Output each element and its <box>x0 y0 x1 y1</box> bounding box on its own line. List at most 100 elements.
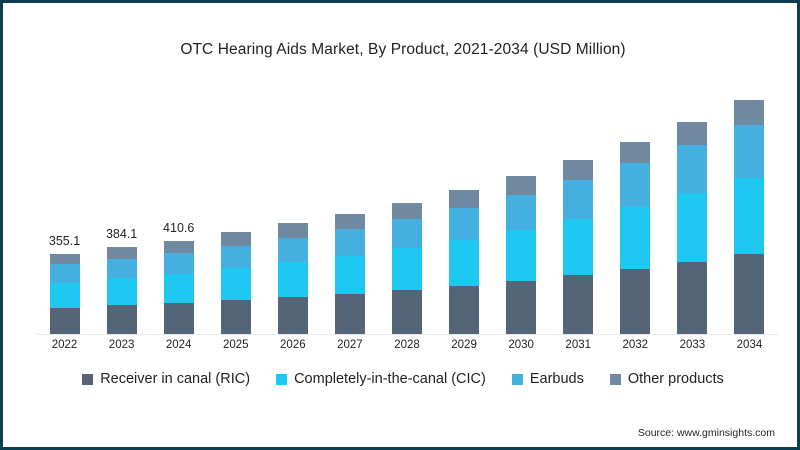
bar-segment <box>734 124 765 178</box>
bar-segment <box>106 305 137 335</box>
bar-group <box>677 121 708 335</box>
source-attribution: Source: www.gminsights.com <box>637 427 775 439</box>
bar-value-label: 384.1 <box>105 227 138 242</box>
bar-segment <box>49 307 80 335</box>
bar-segment <box>392 248 422 291</box>
bar-segment <box>163 253 194 275</box>
legend-item[interactable]: Other products <box>609 371 724 387</box>
x-axis-tick-label: 2027 <box>337 339 363 351</box>
legend-swatch-icon <box>511 373 523 385</box>
bar-segment <box>392 202 422 219</box>
chart-legend: Receiver in canal (RIC) Completely-in-the… <box>3 371 797 387</box>
legend-label: Earbuds <box>529 371 584 387</box>
bar-segment <box>449 190 480 208</box>
x-axis-tick-label: 2030 <box>508 339 534 351</box>
bar-segment <box>277 262 308 298</box>
bar-value-label: 355.1 <box>48 233 81 248</box>
bar-group <box>334 213 365 335</box>
bar-segment <box>620 141 651 164</box>
bar-group <box>506 175 537 335</box>
bar-segment <box>620 163 651 207</box>
bar-segment <box>734 100 765 125</box>
bar-segment <box>163 303 194 335</box>
bar-segment <box>334 213 365 229</box>
bar-segment <box>106 247 137 259</box>
bar-group <box>563 159 594 335</box>
bar-segment <box>677 121 708 146</box>
bar-segment <box>620 268 651 335</box>
bar-segment <box>392 290 422 335</box>
x-axis-tick-label: 2023 <box>108 339 135 351</box>
bar-segment <box>677 145 708 193</box>
bar-segment <box>334 228 365 256</box>
bar-segment <box>506 230 537 281</box>
x-axis-tick-label: 2024 <box>165 339 192 351</box>
bar-group: 384.1 <box>106 227 137 335</box>
bar-segment <box>449 285 480 335</box>
bar-segment <box>677 261 708 335</box>
bar-value-label: 410.6 <box>163 220 195 235</box>
x-axis-tick-label: 2026 <box>280 339 306 351</box>
x-axis-tick-label: 2028 <box>394 339 420 351</box>
bar-segment <box>734 253 765 335</box>
x-axis-tick-label: 2032 <box>622 339 649 351</box>
legend-swatch-icon <box>609 373 621 385</box>
bar-segment <box>49 253 80 265</box>
bar-segment <box>163 240 194 254</box>
bar-group <box>392 202 422 335</box>
bar-segment <box>277 223 308 238</box>
legend-item[interactable]: Receiver in canal (RIC) <box>82 371 250 387</box>
bar-segment <box>220 245 251 269</box>
bar-group <box>277 223 308 335</box>
bar-segment <box>277 297 308 335</box>
bar-segment <box>620 206 651 269</box>
bar-segment <box>49 282 80 308</box>
x-axis-labels: 2022 2023 2024 2025 2026 2027 2028 2029 2030 2031… <box>36 339 778 359</box>
axis-baseline <box>36 334 778 335</box>
x-axis-tick-label: 2034 <box>736 339 763 351</box>
x-axis-tick-label: 2025 <box>222 339 249 351</box>
x-axis-tick-label: 2022 <box>51 339 78 351</box>
bar-segment <box>563 179 594 220</box>
bar-segment <box>506 280 537 335</box>
bar-segment <box>163 274 194 304</box>
bar-group <box>620 141 651 335</box>
legend-item[interactable]: Completely-in-the-canal (CIC) <box>276 371 486 387</box>
bar-group <box>220 232 251 335</box>
legend-item[interactable]: Earbuds <box>511 371 584 387</box>
bar-segment <box>449 207 480 240</box>
bar-segment <box>734 177 765 254</box>
bar-segment <box>563 275 594 335</box>
bar-group <box>449 190 480 335</box>
legend-label: Completely-in-the-canal (CIC) <box>294 371 486 387</box>
x-axis-tick-label: 2033 <box>679 339 706 351</box>
legend-label: Receiver in canal (RIC) <box>100 371 251 387</box>
bar-segment <box>277 237 308 263</box>
bar-segment <box>334 294 365 335</box>
bar-segment <box>106 258 137 278</box>
legend-swatch-icon <box>276 373 288 385</box>
bar-segment <box>106 277 137 306</box>
bar-group <box>734 100 765 335</box>
chart-title: OTC Hearing Aids Market, By Product, 202… <box>180 41 626 58</box>
bar-segment <box>506 194 537 231</box>
x-axis-tick-label: 2029 <box>451 339 477 351</box>
legend-swatch-icon <box>82 373 94 385</box>
bar-segment <box>220 268 251 301</box>
bar-segment <box>220 232 251 246</box>
bar-segment <box>220 300 251 335</box>
bar-group: 355.1 <box>49 234 80 335</box>
x-axis-tick-label: 2031 <box>565 339 592 351</box>
bar-segment <box>563 219 594 276</box>
bar-group: 410.6 <box>163 221 194 335</box>
legend-label: Other products <box>627 371 724 387</box>
bar-segment <box>392 218 422 249</box>
bar-segment <box>677 192 708 262</box>
bar-segment <box>49 264 80 283</box>
bar-segment <box>334 255 365 294</box>
plot-area: 355.1 384.1 410.6 <box>36 83 778 335</box>
bar-segment <box>563 159 594 180</box>
bar-segment <box>506 175 537 195</box>
bar-segment <box>449 239 480 286</box>
